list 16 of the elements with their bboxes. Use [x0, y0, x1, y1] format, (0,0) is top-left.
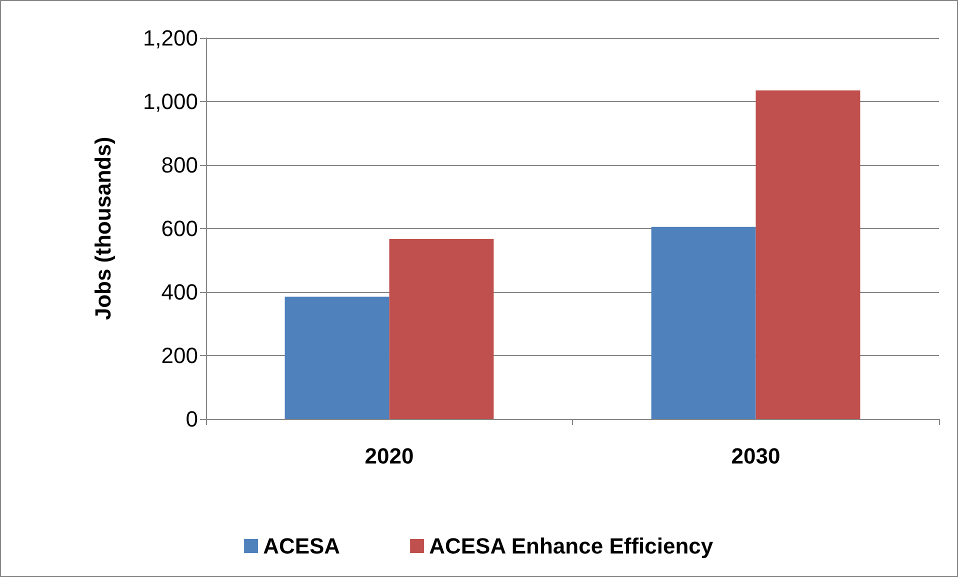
y-tick-label: 1,200 — [142, 26, 198, 50]
legend-label: ACESA — [263, 534, 340, 558]
y-tick-label: 400 — [161, 280, 198, 304]
y-tick-label: 0 — [186, 406, 198, 432]
y-axis-title: Jobs (thousands) — [90, 136, 116, 320]
x-tick-label: 2020 — [364, 444, 414, 468]
bar — [756, 90, 860, 419]
y-tick-label: 600 — [161, 216, 198, 241]
bar — [651, 226, 756, 419]
legend-label: ACESA Enhance Efficiency — [429, 534, 714, 558]
bar — [389, 238, 494, 419]
x-tick-label: 2030 — [731, 444, 780, 468]
bar — [284, 296, 390, 419]
y-tick-label: 800 — [161, 152, 198, 178]
y-tick-label: 1,000 — [142, 89, 198, 114]
y-tick-label: 200 — [161, 343, 198, 368]
